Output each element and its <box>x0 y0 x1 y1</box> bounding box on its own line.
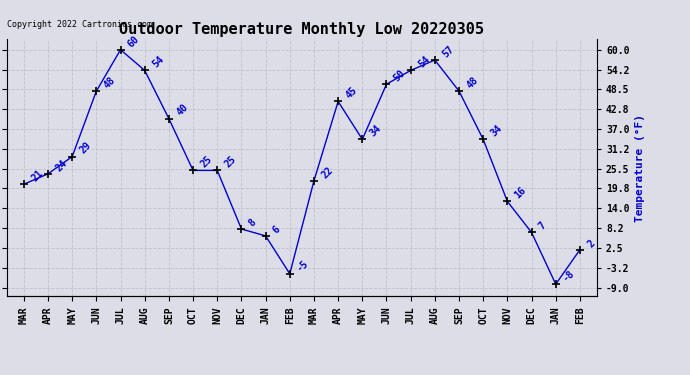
Text: 2: 2 <box>586 238 597 249</box>
Text: 34: 34 <box>489 123 504 139</box>
Text: -5: -5 <box>295 258 310 273</box>
Text: 57: 57 <box>440 44 456 59</box>
Y-axis label: Temperature (°F): Temperature (°F) <box>635 114 645 222</box>
Text: 25: 25 <box>223 154 238 170</box>
Text: 6: 6 <box>271 224 282 235</box>
Text: 50: 50 <box>392 68 407 83</box>
Title: Outdoor Temperature Monthly Low 20220305: Outdoor Temperature Monthly Low 20220305 <box>119 22 484 37</box>
Text: 54: 54 <box>416 54 432 70</box>
Text: 7: 7 <box>537 220 549 232</box>
Text: 8: 8 <box>247 217 258 228</box>
Text: 48: 48 <box>102 75 117 90</box>
Text: 34: 34 <box>368 123 383 139</box>
Text: 24: 24 <box>54 158 69 173</box>
Text: 16: 16 <box>513 185 529 201</box>
Text: 21: 21 <box>30 168 45 183</box>
Text: 54: 54 <box>150 54 166 70</box>
Text: 22: 22 <box>319 165 335 180</box>
Text: 25: 25 <box>199 154 214 170</box>
Text: -8: -8 <box>561 268 577 284</box>
Text: 40: 40 <box>175 102 190 118</box>
Text: 29: 29 <box>78 141 93 156</box>
Text: 45: 45 <box>344 85 359 100</box>
Text: Copyright 2022 Cartronics.com: Copyright 2022 Cartronics.com <box>7 20 152 29</box>
Text: 48: 48 <box>464 75 480 90</box>
Text: 60: 60 <box>126 33 141 49</box>
